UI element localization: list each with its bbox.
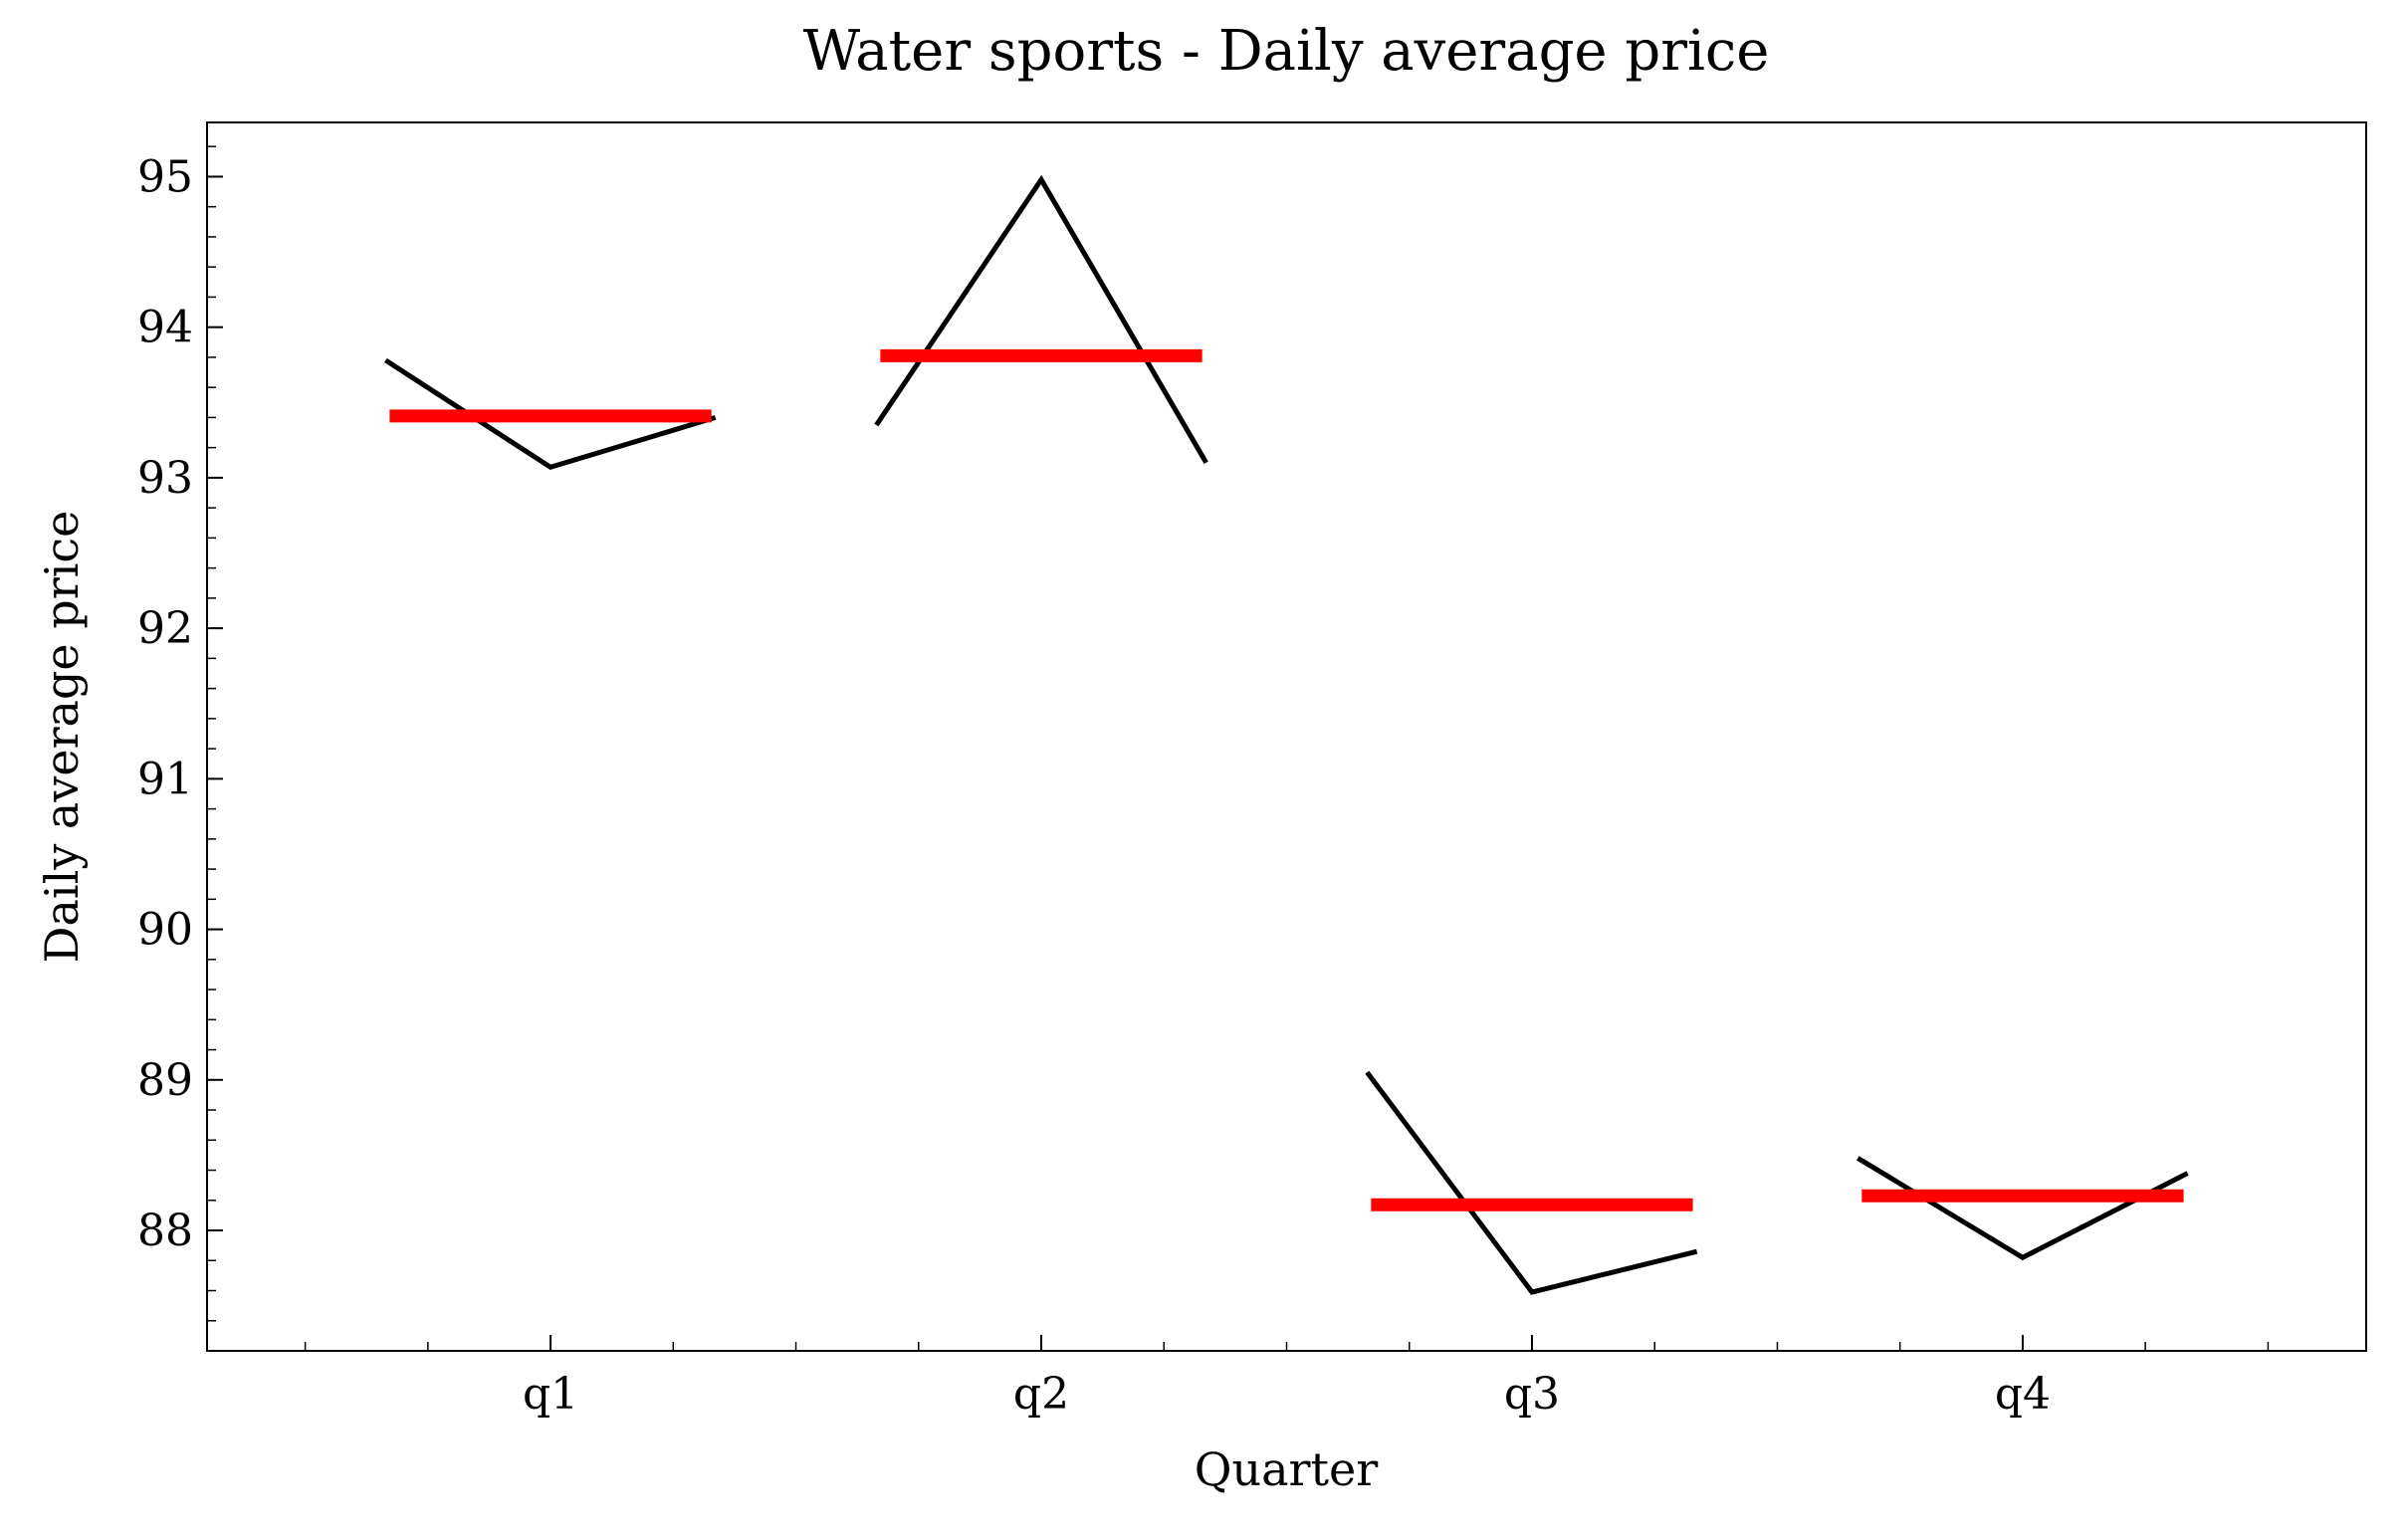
x-tick-label: q2 [1013,1369,1069,1420]
y-axis-label: Daily average price [35,511,89,964]
quarter-line [1365,1070,1698,1295]
chart-title: Water sports - Daily average price [803,19,1770,84]
y-tick-label: 95 [137,151,193,202]
y-tick-label: 94 [137,303,193,353]
x-tick-label: q3 [1504,1369,1560,1420]
y-tick-label: 93 [137,453,193,504]
x-tick-label: q1 [523,1369,578,1420]
x-tick-label: q4 [1995,1369,2051,1420]
y-tick-label: 92 [137,603,193,654]
quarter-line [874,174,1208,465]
quarter-line [384,357,717,471]
y-tick-label: 89 [137,1055,193,1106]
y-tick-label: 88 [137,1206,193,1256]
y-tick-label: 90 [137,905,193,956]
x-axis-label: Quarter [1195,1442,1378,1496]
y-tick-label: 91 [137,754,193,804]
